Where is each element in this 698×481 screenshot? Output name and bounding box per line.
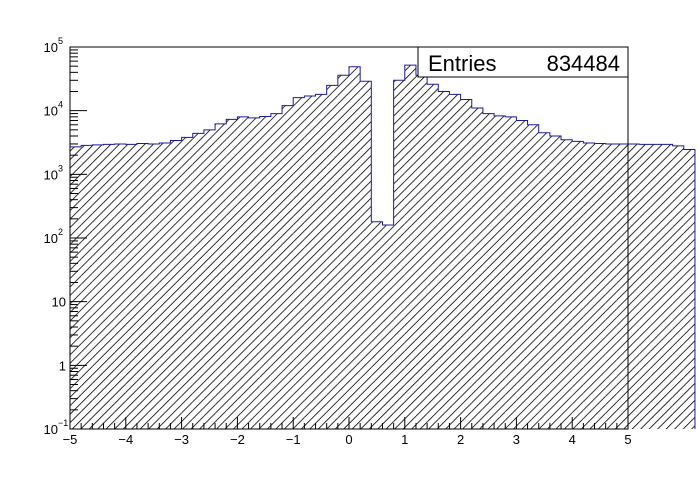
histogram-bar — [527, 124, 539, 429]
histogram-bar — [270, 113, 283, 429]
histogram-bar — [226, 119, 238, 430]
x-tick-label: −1 — [286, 432, 301, 447]
histogram-bar — [192, 133, 204, 429]
histogram-line — [69, 64, 696, 429]
x-axis: −5 −4 −3 −2 −1 0 1 2 3 4 5 — [63, 417, 632, 447]
histogram-bar — [505, 116, 517, 429]
histogram-bar — [538, 132, 550, 429]
histogram-bar — [605, 143, 617, 430]
histogram-bar — [248, 117, 260, 429]
histogram-bar — [415, 75, 428, 429]
y-tick-label: 10 — [44, 40, 58, 55]
histogram-bar — [494, 115, 506, 429]
histogram-bar — [148, 143, 160, 430]
histogram-bar — [404, 65, 416, 430]
histogram-bar — [337, 75, 349, 429]
histogram-bar — [549, 136, 562, 429]
histogram-bar — [683, 149, 695, 429]
histogram-bar — [282, 105, 294, 429]
histogram-bar — [639, 144, 651, 429]
y-tick-exponent: 5 — [58, 36, 63, 46]
histogram-bar — [471, 108, 483, 429]
x-tick-label: −5 — [63, 432, 78, 447]
stats-box-frame — [417, 46, 629, 78]
y-tick-exponent: 4 — [58, 100, 63, 110]
histogram-bar — [449, 94, 461, 430]
histogram-bar — [203, 129, 216, 429]
y-tick-label: 10 — [44, 231, 58, 246]
histogram-bar — [159, 143, 171, 429]
histogram-bar — [371, 221, 383, 429]
histogram-bar — [360, 81, 372, 429]
histogram-bar — [349, 66, 361, 429]
histogram-bar — [237, 116, 249, 429]
histogram-bar — [661, 144, 673, 429]
x-tick-label: 0 — [345, 432, 352, 447]
x-tick-label: 2 — [457, 432, 464, 447]
stats-box: Entries 834484 — [417, 46, 629, 78]
histogram-bar — [460, 99, 472, 430]
histogram-bar — [326, 85, 338, 430]
histogram-bar — [572, 141, 584, 429]
histogram-bar — [382, 225, 394, 429]
histogram-bar — [672, 145, 684, 430]
stats-entries-label: Entries — [428, 51, 496, 76]
histogram-bar — [516, 120, 528, 430]
histogram-bar — [438, 91, 450, 429]
y-tick-label: 1 — [59, 358, 66, 373]
histogram-bar — [628, 143, 640, 430]
y-tick-label: 10 — [44, 422, 58, 437]
histogram-bar — [561, 139, 573, 429]
histogram-bar — [393, 80, 405, 429]
x-tick-label: 1 — [401, 432, 408, 447]
histogram-bar — [594, 143, 606, 429]
histogram-bar — [259, 116, 271, 430]
histogram-bar — [81, 145, 93, 429]
x-tick-label: −4 — [118, 432, 133, 447]
histogram-bar — [315, 94, 327, 430]
x-tick-label: 3 — [513, 432, 520, 447]
stats-entries-value: 834484 — [547, 51, 620, 76]
histogram-bar — [293, 97, 305, 430]
histogram-bar — [170, 140, 182, 429]
histogram-bar — [482, 113, 495, 429]
y-tick-label: 10 — [44, 167, 58, 182]
histogram-bar — [125, 144, 137, 429]
histogram-bar — [215, 123, 227, 429]
histogram-bar — [181, 137, 193, 429]
histogram-bar — [103, 144, 115, 429]
x-tick-label: −3 — [174, 432, 189, 447]
histogram-outline — [69, 64, 696, 429]
histogram-bar — [70, 146, 82, 429]
histogram-bar — [650, 144, 662, 429]
y-tick-exponent: 3 — [58, 163, 63, 173]
x-tick-label: 5 — [624, 432, 631, 447]
x-tick-label: −2 — [230, 432, 245, 447]
y-tick-label: 10 — [52, 295, 66, 310]
histogram-bars — [70, 65, 695, 430]
histogram-bar — [304, 95, 316, 429]
histogram-bar — [427, 84, 439, 429]
histogram-bar — [136, 143, 149, 429]
histogram-bar — [92, 144, 104, 430]
histogram-bar — [114, 143, 126, 430]
y-tick-label: 10 — [44, 104, 58, 119]
y-tick-exponent: 2 — [58, 227, 63, 237]
histogram-bar — [616, 143, 628, 430]
x-tick-label: 4 — [569, 432, 576, 447]
y-tick-exponent: −1 — [58, 418, 68, 428]
histogram-bar — [583, 143, 595, 429]
